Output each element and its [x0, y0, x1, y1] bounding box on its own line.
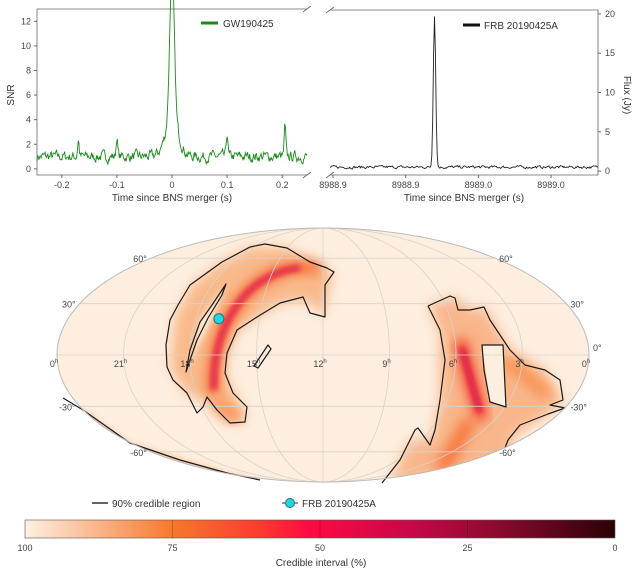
ra-label: 0h: [582, 359, 590, 369]
frb-axes-frame: [330, 9, 599, 176]
frb-ytick-label: 15: [605, 48, 615, 58]
dec-label-left: 30°: [62, 300, 76, 310]
frb-marker-legend-swatch: [285, 498, 295, 508]
sky-legend: 90% credible region FRB 20190425A: [92, 498, 376, 510]
ra-label-unit: h: [124, 359, 127, 365]
sky-border: [56, 227, 590, 483]
ra-label-value: 15: [247, 359, 257, 369]
frb-ylabel: Flux (Jy): [621, 76, 632, 114]
colorbar-tick-label: 25: [462, 543, 472, 553]
sky-map: 0h 21h 18h 15h 12h 9h 6h 3h 0h60°30°-30°-60°60°3…: [50, 227, 602, 484]
ra-label-unit: h: [454, 359, 457, 365]
gw-xtick-label: -0.1: [109, 180, 125, 190]
credible-region-contours: [62, 243, 566, 484]
ra-label: 0h: [50, 359, 58, 369]
ra-label-unit: h: [323, 359, 326, 365]
frb-marker-legend-label: FRB 20190425A: [302, 499, 376, 510]
frb-flux-series: [329, 16, 599, 170]
colorbar-gradient: [24, 519, 616, 539]
dec-label-left: -60°: [130, 448, 147, 458]
ra-label: 6h: [449, 359, 457, 369]
ra-label: 21h: [114, 359, 127, 369]
dec-label-right: -60°: [499, 448, 516, 458]
gw-xtick-label: 0: [169, 180, 174, 190]
gw-axis-break: [302, 5, 312, 179]
gw-ytick-label: 12: [21, 16, 31, 26]
colorbar-tick-label: 100: [17, 543, 32, 553]
frb-xtick-label: 8988.9: [319, 180, 347, 190]
ra-label-value: 6: [449, 359, 454, 369]
frb-ytick-label: 5: [605, 127, 610, 137]
ra-label-value: 18: [180, 359, 190, 369]
gw-ytick-label: 10: [21, 41, 31, 51]
frb-xtick-label: 8988.9: [392, 180, 420, 190]
contour-legend-label: 90% credible region: [112, 499, 200, 510]
frb-ytick-label: 10: [605, 88, 615, 98]
gw-xlabel: Time since BNS merger (s): [112, 193, 232, 204]
gw-legend-label: GW190425: [223, 19, 274, 30]
frb-xtick-label: 8989.0: [537, 180, 565, 190]
frb-panel: 0 5 10 15 20 8988.9 8988.9 8989.0 8989.0 FRB 201…: [319, 6, 632, 204]
ra-label-value: 3: [515, 359, 520, 369]
ra-label-unit: h: [520, 359, 523, 365]
ra-label-unit: h: [587, 359, 590, 365]
gw-ytick-label: 8: [26, 65, 31, 75]
gw-ytick-label: 0: [26, 164, 31, 174]
gw-ylabel: SNR: [6, 84, 17, 105]
ra-label: 18h: [180, 359, 193, 369]
ra-label-value: 9: [382, 359, 387, 369]
frb-xtick-label: 8989.0: [465, 180, 493, 190]
ra-label-value: 12: [313, 359, 323, 369]
ra-label-unit: h: [257, 359, 260, 365]
gw-ytick-label: 4: [26, 115, 31, 125]
frb-ytick-label: 0: [605, 166, 610, 176]
gw-panel: 0 2 4 6 8 10 12 -0.2 -0.1 0 0.1 0.2 GW190425 Time s…: [6, 0, 312, 204]
ra-label: 12h: [313, 359, 326, 369]
colorbar-label: Credible interval (%): [276, 558, 367, 569]
ra-label-unit: h: [190, 359, 193, 365]
dec-label-right: 60°: [499, 254, 513, 264]
ra-label: 15h: [247, 359, 260, 369]
gw-xtick-label: -0.2: [54, 180, 70, 190]
colorbar: 100 75 50 25 0 Credible interval (%): [17, 519, 618, 569]
gw-ytick-label: 2: [26, 139, 31, 149]
ra-label-unit: h: [387, 359, 390, 365]
gw-snr-series: [36, 0, 308, 166]
ra-label-value: 21: [114, 359, 124, 369]
ra-label: 3h: [515, 359, 523, 369]
dec-label-right: -30°: [570, 402, 587, 412]
ra-label-value: 0: [50, 359, 55, 369]
colorbar-tick-label: 0: [612, 543, 617, 553]
colorbar-tick-label: 75: [167, 543, 177, 553]
frb-position-marker: [213, 313, 225, 325]
ra-label-value: 0: [582, 359, 587, 369]
gw-xtick-label: 0.2: [276, 180, 289, 190]
gw-xtick-label: 0.1: [221, 180, 234, 190]
dec-label-right: 0°: [593, 343, 602, 353]
dec-label-right: 30°: [570, 300, 584, 310]
dec-label-left: 60°: [133, 254, 147, 264]
ra-label: 9h: [382, 359, 390, 369]
colorbar-tick-label: 50: [315, 543, 325, 553]
dec-label-left: -30°: [59, 402, 76, 412]
frb-axis-break: [325, 6, 335, 179]
frb-ytick-label: 20: [605, 9, 615, 19]
frb-legend-label: FRB 20190425A: [484, 21, 558, 32]
frb-xlabel: Time since BNS merger (s): [404, 193, 524, 204]
ra-label-unit: h: [55, 359, 58, 365]
gw-ytick-label: 6: [26, 90, 31, 100]
